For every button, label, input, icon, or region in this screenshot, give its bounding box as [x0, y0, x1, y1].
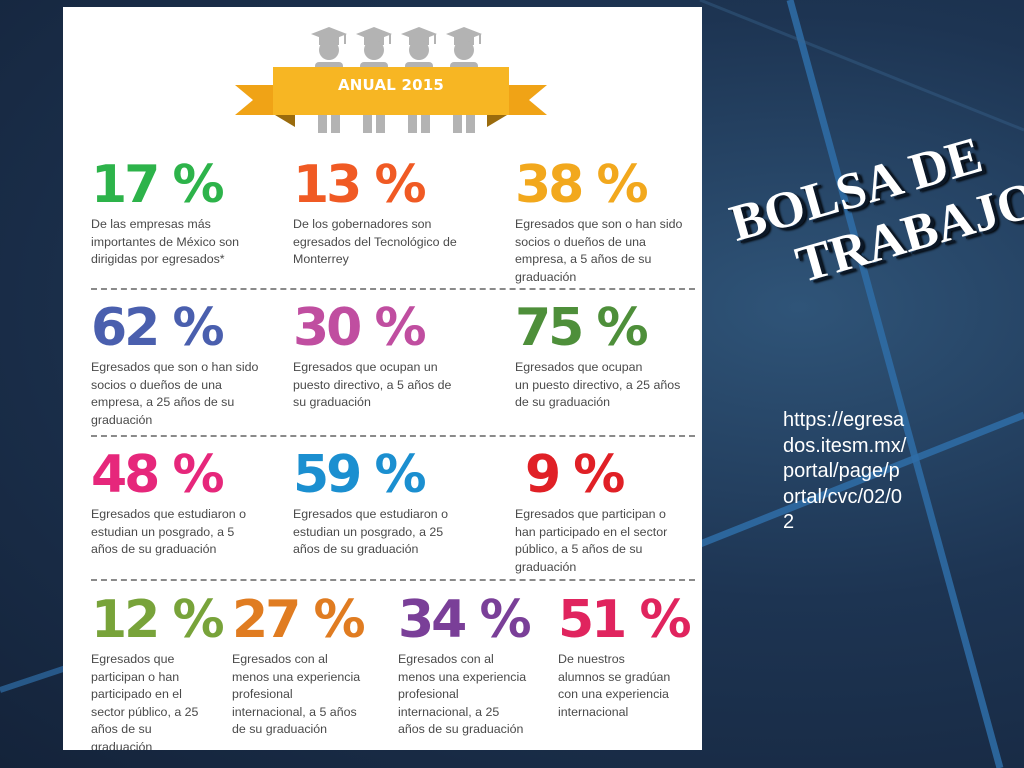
- stat-public-sector-25y: 12 % Egresados que participan o han part…: [91, 590, 225, 750]
- row-divider: [91, 435, 695, 437]
- stat-directors-5y: 30 % Egresados que ocupan un puesto dire…: [293, 302, 451, 412]
- stat-governors: 13 % De los gobernadores son egresados d…: [293, 159, 457, 269]
- stat-description: Egresados que ocupan un puesto directivo…: [515, 360, 681, 409]
- stat-description: De nuestros alumnos se gradúan con una e…: [558, 652, 671, 719]
- stat-description: Egresados que participan o han participa…: [515, 507, 668, 574]
- stat-value: 75 %: [515, 298, 649, 358]
- stat-postgrad-25y: 59 % Egresados que estudiaron o estudian…: [293, 449, 448, 559]
- stat-description: Egresados que estudiaron o estudian un p…: [91, 507, 246, 556]
- stat-value: 9 %: [525, 445, 625, 505]
- stat-value: 27 %: [232, 590, 366, 650]
- stat-owners-5y: 38 % Egresados que son o han sido socios…: [515, 159, 682, 286]
- stat-description: Egresados con al menos una experiencia p…: [398, 652, 527, 736]
- stat-description: De los gobernadores son egresados del Te…: [293, 217, 457, 266]
- stat-description: Egresados con al menos una experiencia p…: [232, 652, 361, 736]
- year-banner: [235, 67, 547, 127]
- stat-description: Egresados que estudiaron o estudian un p…: [293, 507, 448, 556]
- stat-international-5y: 27 % Egresados con al menos una experien…: [232, 590, 366, 739]
- row-divider: [91, 579, 695, 581]
- stat-description: De las empresas más importantes de Méxic…: [91, 217, 240, 266]
- stat-postgrad-5y: 48 % Egresados que estudiaron o estudian…: [91, 449, 246, 559]
- stat-value: 17 %: [91, 155, 225, 215]
- source-url[interactable]: https://egresa dos.itesm.mx/ portal/page…: [783, 409, 907, 533]
- stat-value: 48 %: [91, 445, 225, 505]
- stat-executives: 17 % De las empresas más importantes de …: [91, 159, 239, 269]
- stat-description: Egresados que ocupan un puesto directivo…: [293, 360, 452, 409]
- stat-international-25y: 34 % Egresados con al menos una experien…: [398, 590, 532, 739]
- infographic-poster: ANUAL 2015 17 % De las empresas más impo…: [63, 7, 702, 750]
- stat-owners-25y: 62 % Egresados que son o han sido socios…: [91, 302, 258, 429]
- stat-graduate-international: 51 % De nuestros alumnos se gradúan con …: [558, 590, 692, 721]
- stat-description: Egresados que son o han sido socios o du…: [91, 360, 259, 427]
- stat-public-sector-5y: 9 % Egresados que participan o han parti…: [515, 445, 667, 576]
- stat-value: 30 %: [293, 298, 427, 358]
- row-divider: [91, 288, 695, 290]
- stat-value: 13 %: [293, 155, 427, 215]
- stat-directors-25y: 75 % Egresados que ocupan un puesto dire…: [515, 302, 680, 412]
- stat-description: Egresados que participan o han participa…: [91, 652, 199, 750]
- stat-description: Egresados que son o han sido socios o du…: [515, 217, 683, 284]
- stat-value: 34 %: [398, 590, 532, 650]
- stat-value: 38 %: [515, 155, 649, 215]
- stat-value: 59 %: [293, 445, 427, 505]
- stat-value: 12 %: [91, 590, 225, 650]
- stat-value: 51 %: [558, 590, 692, 650]
- stat-value: 62 %: [91, 298, 225, 358]
- banner-label: ANUAL 2015: [337, 76, 445, 94]
